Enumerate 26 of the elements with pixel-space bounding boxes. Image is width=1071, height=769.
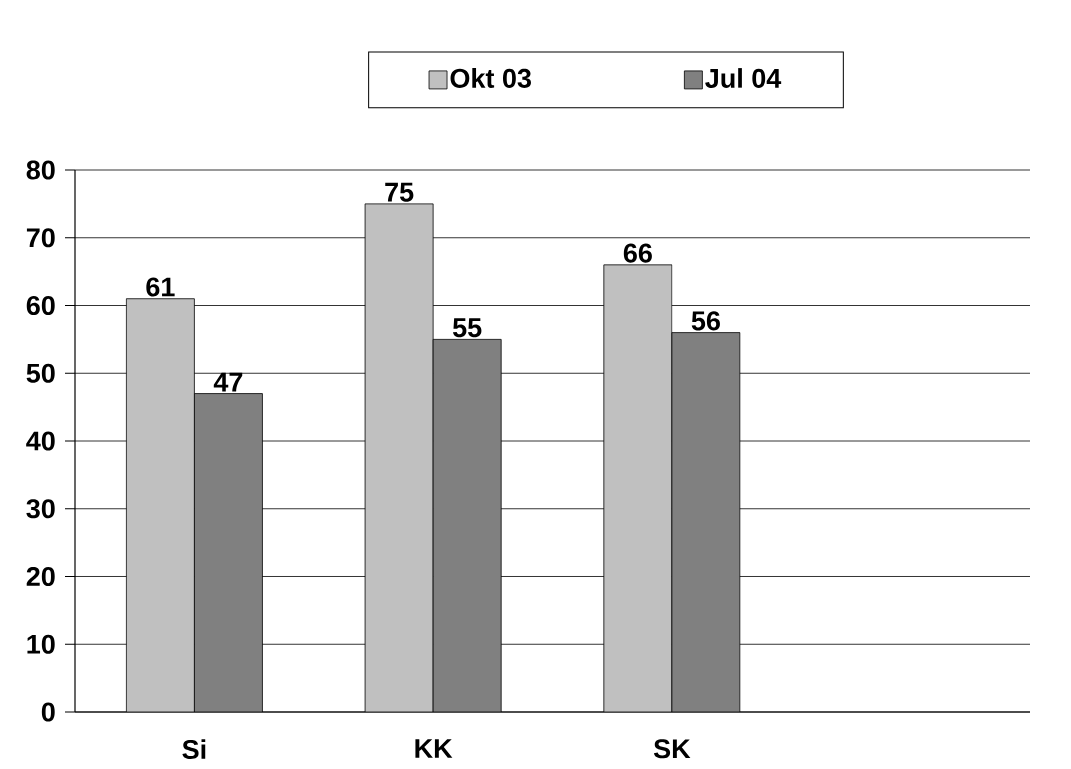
x-tick-label: KK: [415, 739, 453, 758]
y-tick-label: 10: [27, 634, 55, 654]
bar: [603, 264, 673, 712]
data-label: 61: [146, 277, 175, 297]
bar: [193, 393, 263, 712]
x-tick-label: SK: [653, 739, 691, 759]
data-label: 55: [452, 318, 482, 338]
y-tick-label: 50: [26, 363, 55, 383]
y-tick-label: 70: [26, 228, 55, 248]
data-label: 47: [213, 372, 243, 392]
bar: [671, 332, 741, 712]
legend-label: Jul 04: [705, 68, 782, 88]
data-label: 75: [385, 182, 414, 202]
data-label: 56: [691, 311, 720, 331]
x-tick-label: Si: [182, 739, 206, 760]
y-tick-label: 0: [41, 702, 55, 722]
y-tick-label: 40: [26, 431, 55, 451]
y-tick-label: 20: [26, 566, 55, 587]
y-tick-label: 80: [26, 160, 55, 180]
y-tick-label: 30: [26, 499, 55, 519]
bar: [432, 338, 502, 712]
bar: [125, 298, 195, 712]
data-label: 66: [623, 243, 652, 263]
y-tick-label: 60: [26, 295, 55, 316]
bar: [364, 203, 434, 712]
legend-label: Okt 03: [450, 68, 531, 88]
